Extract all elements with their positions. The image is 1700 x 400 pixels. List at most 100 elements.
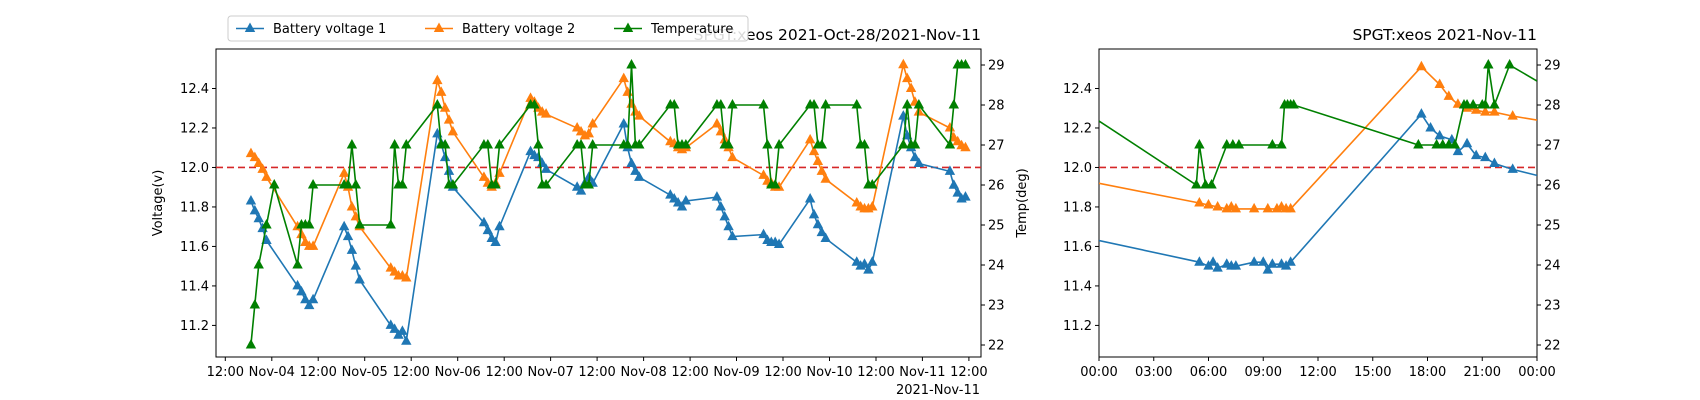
series-battery-voltage-1-point [397, 325, 408, 335]
series-temperature-point [762, 139, 773, 149]
x-tick-label: Nov-09 [713, 365, 759, 380]
series-battery-voltage-2-point [1434, 78, 1445, 89]
series-temperature-point [851, 99, 862, 109]
series-battery-voltage-2-point [401, 272, 412, 282]
x-tick-label: Nov-04 [249, 365, 295, 380]
series-temperature-point [261, 219, 272, 229]
series-battery-voltage-2-point [439, 102, 451, 112]
series-temperature-point [439, 139, 451, 149]
x-tick-label: Nov-11 [899, 365, 945, 380]
series-battery-voltage-1-point [804, 193, 816, 203]
series-battery-voltage-1-point [346, 244, 358, 254]
x-tick-label: 12:00 [950, 365, 987, 380]
series-battery-voltage-1-point [630, 165, 641, 175]
series-battery-voltage-1-point [490, 236, 501, 246]
series-temperature-point [1483, 59, 1494, 69]
series-battery-voltage-2-point [1470, 104, 1482, 114]
y2-tick-label: 26 [988, 179, 1005, 194]
series-temperature-line [1099, 63, 1537, 187]
series-temperature-point [397, 179, 408, 189]
series-temperature-point [533, 139, 544, 149]
series-temperature-point [634, 139, 645, 149]
y-tick-label: 11.4 [1063, 279, 1092, 294]
series-temperature-point [389, 139, 400, 149]
y2-tick-label: 23 [1544, 299, 1561, 314]
series-battery-voltage-2-point [1262, 202, 1274, 213]
x-tick-label: 00:00 [1080, 365, 1117, 380]
series-battery-voltage-1-point [715, 200, 727, 211]
series-battery-voltage-2-point [727, 151, 738, 162]
series-battery-voltage-2-point [447, 125, 459, 136]
series-battery-voltage-1-point [1416, 108, 1427, 118]
x-tick-label: 12:00 [207, 365, 244, 380]
series-battery-voltage-1-point [478, 216, 490, 227]
series-temperature-point [529, 99, 540, 109]
series-temperature-point [1489, 99, 1500, 109]
x-tick-label: 00:00 [1518, 365, 1555, 380]
series-battery-voltage-2-point [812, 155, 824, 166]
series-battery-voltage-2-point [540, 108, 552, 118]
series-battery-voltage-2-point [711, 118, 723, 128]
x-tick-label: Nov-05 [342, 365, 388, 380]
series-temperature-point [622, 139, 633, 149]
series-battery-voltage-1-point [583, 171, 594, 181]
y-tick-label: 11.2 [1063, 319, 1092, 334]
series-battery-voltage-1-point [354, 274, 365, 284]
series-battery-voltage-1-point [812, 218, 824, 229]
x-tick-label: 21:00 [1464, 365, 1501, 380]
series-temperature-point [350, 179, 361, 189]
series-battery-voltage-2-point [249, 151, 261, 162]
x-tick-label: 12:00 [578, 365, 615, 380]
series-battery-voltage-1-point [948, 179, 960, 189]
series-battery-voltage-1-point [680, 195, 692, 205]
y2-tick-label: 25 [988, 219, 1005, 234]
y-tick-label: 12.2 [1063, 121, 1092, 136]
series-battery-voltage-1-point [727, 230, 738, 241]
series-group [245, 58, 971, 349]
series-temperature-point [960, 59, 971, 69]
series-battery-voltage-1-point [533, 151, 544, 162]
series-battery-voltage-1-point [1212, 262, 1223, 272]
series-temperature-point [902, 99, 913, 109]
series-battery-voltage-2-point [253, 157, 264, 168]
series-battery-voltage-2-point [960, 141, 971, 152]
series-battery-voltage-2-line [250, 64, 966, 280]
y2-tick-label: 22 [988, 339, 1005, 354]
series-battery-voltage-1-point [1452, 145, 1464, 156]
series-temperature-point [1288, 99, 1299, 109]
y-tick-label: 12.0 [180, 161, 209, 176]
series-temperature-point [626, 59, 637, 69]
series-battery-voltage-1-point [909, 151, 921, 162]
series-battery-voltage-2-point [261, 171, 272, 181]
series-battery-voltage-2-point [634, 110, 645, 120]
series-temperature-point [909, 139, 921, 149]
series-battery-voltage-1-point [1248, 256, 1260, 266]
y-tick-label: 11.8 [180, 200, 209, 215]
series-battery-voltage-1-point [1507, 163, 1518, 173]
series-temperature-point [758, 99, 769, 109]
series-battery-voltage-1-point [1285, 256, 1296, 266]
legend-swatch-marker [244, 22, 256, 32]
series-battery-voltage-2-point [808, 145, 820, 156]
y-tick-label: 12.0 [1063, 161, 1092, 176]
series-temperature-point [249, 299, 261, 309]
x-tick-label: 06:00 [1190, 365, 1227, 380]
series-battery-voltage-2-point [905, 82, 917, 92]
series-battery-voltage-1-point [1461, 137, 1473, 148]
series-battery-voltage-1-point [1425, 121, 1436, 132]
series-battery-voltage-1-point [820, 232, 831, 243]
chart-title: SPGT:xeos 2021-Oct-28/2021-Nov-11 [694, 26, 981, 44]
series-battery-voltage-2-point [1480, 106, 1491, 116]
series-battery-voltage-1-point [303, 299, 315, 310]
series-battery-voltage-1-point [863, 264, 874, 274]
x-tick-label: Nov-07 [527, 365, 573, 380]
series-battery-voltage-1-point [1207, 256, 1219, 266]
legend-label: Battery voltage 1 [273, 22, 386, 37]
series-battery-voltage-2-point [1212, 200, 1223, 211]
series-temperature-point [494, 139, 505, 149]
series-battery-voltage-2-point [816, 165, 827, 175]
x-tick-label: 12:00 [671, 365, 708, 380]
series-temperature-point [482, 139, 494, 149]
series-temperature-point [253, 259, 264, 269]
